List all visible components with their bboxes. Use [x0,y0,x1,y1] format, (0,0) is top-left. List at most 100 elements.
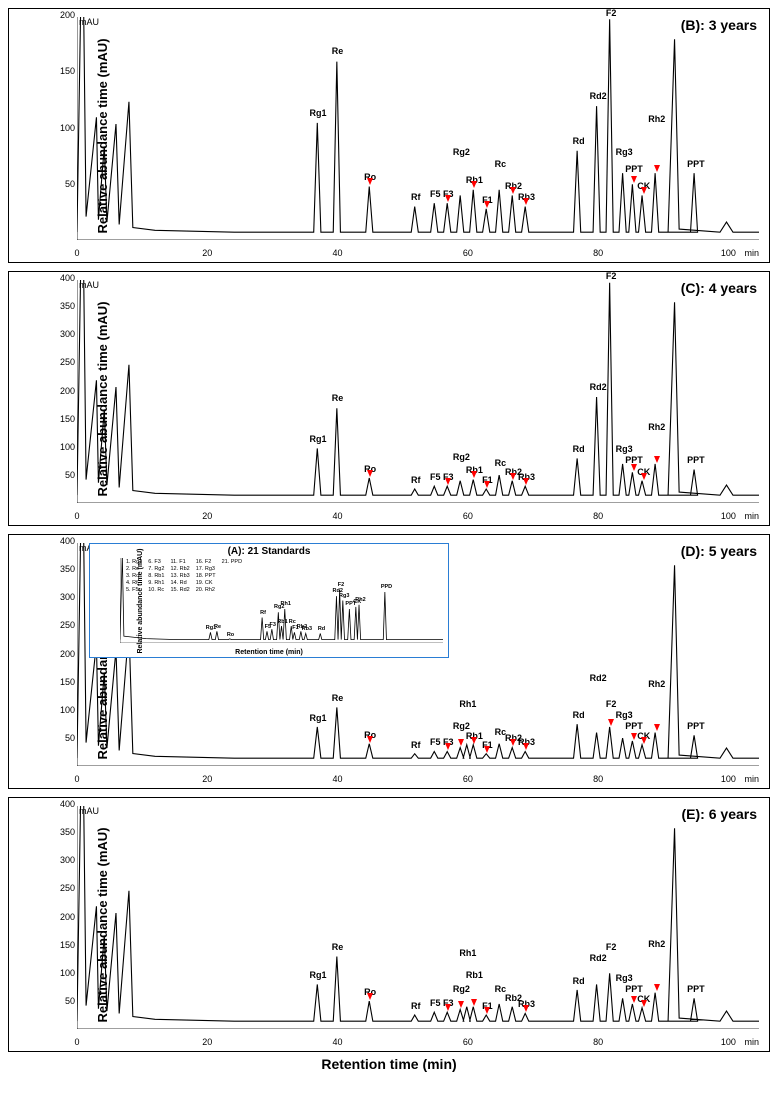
ytick: 300 [53,592,75,602]
peak-label-PPT: PPT [625,721,643,731]
xaxis-label: Retention time (min) [8,1056,770,1072]
xunits: min [744,511,759,521]
peak-label-F2: F2 [606,271,617,281]
arrow-icon [367,470,373,477]
arrow-icon [471,999,477,1006]
inset-peak-PPD: PPD [381,584,392,590]
ytick: 50 [53,733,75,743]
peak-label-Rg3: Rg3 [616,973,633,983]
ytick: 200 [53,912,75,922]
xunits: min [744,774,759,784]
peak-label-Rd: Rd [573,444,585,454]
inset-panel-A: (A): 21 StandardsRelative abundance time… [89,543,449,658]
arrow-icon [654,984,660,991]
inset-peak-F2: F2 [338,582,344,588]
peak-label-PPT: PPT [687,721,705,731]
xtick: 40 [333,511,343,521]
arrow-icon [458,739,464,746]
inset-peak-Rb3: Rb3 [302,626,312,632]
peak-label-Rg2: Rg2 [453,984,470,994]
plot-area [77,280,759,503]
inset-peak-F3: F3 [270,622,276,628]
ytick: 400 [53,799,75,809]
xtick: 0 [74,511,79,521]
peak-label-Rg2: Rg2 [453,452,470,462]
arrow-icon [654,724,660,731]
arrow-icon [471,737,477,744]
ytick: 400 [53,536,75,546]
peak-label-Re: Re [332,942,344,952]
peak-label-F2: F2 [606,942,617,952]
peak-label-Rf: Rf [411,192,421,202]
inset-xlabel: Retention time (min) [235,649,303,656]
peak-label-F5: F5 [430,998,441,1008]
peak-label-Rg1: Rg1 [310,108,327,118]
peak-label-PPT: PPT [625,984,643,994]
xtick: 100 [721,1037,736,1047]
peak-label-Re: Re [332,693,344,703]
arrow-icon [445,743,451,750]
arrow-icon [471,471,477,478]
arrow-icon [631,464,637,471]
arrow-icon [654,456,660,463]
peak-label-Rd2: Rd2 [590,953,607,963]
xtick: 80 [593,248,603,258]
inset-peak-Rf: Rf [260,610,266,616]
peak-label-Rh2: Rh2 [648,679,665,689]
xtick: 40 [333,248,343,258]
peak-label-Re: Re [332,393,344,403]
xtick: 100 [721,511,736,521]
ytick: 50 [53,470,75,480]
ytick: 300 [53,329,75,339]
peak-label-PPT: PPT [687,159,705,169]
xunits: min [744,248,759,258]
xtick: 20 [202,248,212,258]
arrow-icon [510,187,516,194]
xtick: 40 [333,774,343,784]
ytick: 400 [53,273,75,283]
ytick: 200 [53,386,75,396]
arrow-icon [641,187,647,194]
ytick: 350 [53,827,75,837]
arrow-icon [641,737,647,744]
arrow-icon [523,198,529,205]
xtick: 60 [463,1037,473,1047]
arrow-icon [631,996,637,1003]
peak-label-Rg2: Rg2 [453,147,470,157]
peak-label-Rd2: Rd2 [590,673,607,683]
ytick: 200 [53,10,75,20]
peak-label-Rf: Rf [411,1001,421,1011]
peak-label-Rh1: Rh1 [459,699,476,709]
peak-label-Rc: Rc [495,159,507,169]
inset-peak-Rd: Rd [318,626,325,632]
arrow-icon [510,739,516,746]
inset-peak-Rb1: Rb1 [277,619,287,625]
plot-area [77,17,759,240]
arrow-icon [484,201,490,208]
ytick: 100 [53,123,75,133]
ytick: 100 [53,705,75,715]
ytick: 250 [53,357,75,367]
peak-label-Rh1: Rh1 [459,948,476,958]
arrow-icon [484,1007,490,1014]
ytick: 300 [53,855,75,865]
peak-label-Re: Re [332,46,344,56]
ytick: 150 [53,677,75,687]
chromatogram-figure: Relative abundance time (mAU)mAUmin(B): … [8,8,770,1072]
arrow-icon [523,1005,529,1012]
xtick: 40 [333,1037,343,1047]
inset-title: (A): 21 Standards [228,546,311,557]
arrow-icon [367,993,373,1000]
peak-label-F5: F5 [430,189,441,199]
plot-area [77,806,759,1029]
peak-label-Rf: Rf [411,475,421,485]
inset-peak-Rg3: Rg3 [339,593,349,599]
arrow-icon [445,195,451,202]
peak-label-Rh2: Rh2 [648,939,665,949]
peak-label-Rd: Rd [573,136,585,146]
ytick: 350 [53,301,75,311]
inset-peak-Rc: Rc [289,619,296,625]
inset-peak-Ro: Ro [227,632,234,638]
ytick: 150 [53,940,75,950]
xtick: 20 [202,511,212,521]
